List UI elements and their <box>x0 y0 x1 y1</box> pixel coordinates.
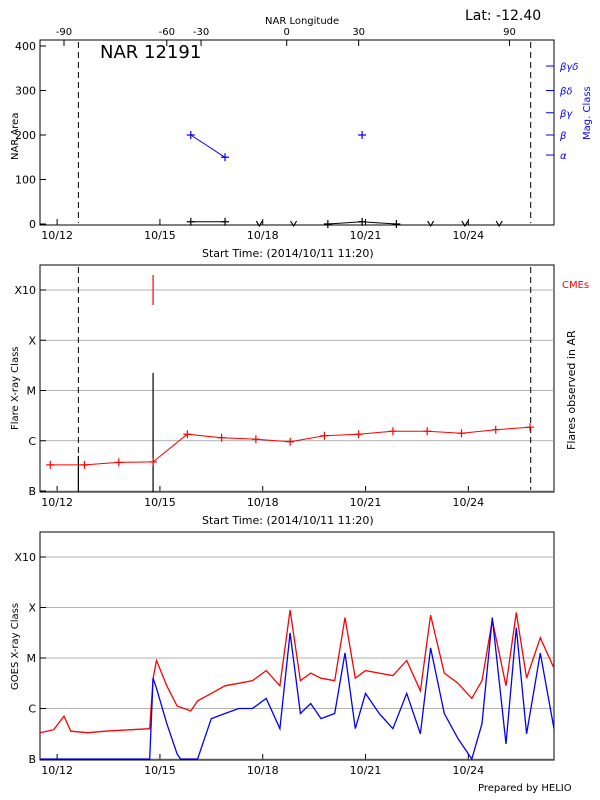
data-point-background <box>286 437 295 446</box>
y-tick-label: 0 <box>29 218 36 231</box>
panel2-x-axis-label: Start Time: (2014/10/11 11:20) <box>202 514 374 527</box>
y-tick-label: C <box>28 703 36 716</box>
y-tick-label: B <box>28 485 36 498</box>
x-tick-label: 10/18 <box>247 496 279 509</box>
series-line-mag <box>190 134 226 158</box>
y-tick-label: X10 <box>14 551 36 564</box>
panel2-y-axis-label: Flare X-ray Class <box>10 347 21 431</box>
top-x-tick-label: -60 <box>159 27 175 38</box>
data-point-background <box>183 430 192 439</box>
x-tick-label: 10/24 <box>452 496 484 509</box>
top-x-tick-label: 90 <box>503 27 516 38</box>
top-x-tick-label: -90 <box>56 27 72 38</box>
data-point-background <box>149 457 158 466</box>
series-line-short-channel <box>40 617 555 761</box>
panel1-right-y-axis-label: Mag. Class <box>582 86 593 140</box>
data-point-area-zero <box>461 220 469 228</box>
data-point-background <box>251 435 260 444</box>
y-tick-label: M <box>27 385 37 398</box>
x-tick-label: 10/24 <box>452 229 484 242</box>
data-point-background <box>217 433 226 442</box>
right-y-tick-label: βδ <box>559 87 573 98</box>
panel3-frame <box>39 531 555 761</box>
x-tick-label: 10/12 <box>41 229 73 242</box>
x-tick-label: 10/18 <box>247 764 279 777</box>
data-point-area <box>221 217 230 226</box>
y-tick-label: 400 <box>15 40 36 53</box>
data-point-mag <box>186 131 195 139</box>
x-tick-label: 10/24 <box>452 764 484 777</box>
y-tick-label: 300 <box>15 85 36 98</box>
data-point-mag2 <box>358 131 367 139</box>
y-tick-label: 200 <box>15 129 36 142</box>
x-tick-label: 10/12 <box>41 496 73 509</box>
flare-panel: Start Time: (2014/10/11 11:20) Flare X-r… <box>10 264 589 527</box>
x-tick-label: 10/15 <box>144 764 176 777</box>
x-tick-label: 10/12 <box>41 764 73 777</box>
data-point-background <box>491 425 500 434</box>
data-point-area-zero <box>427 220 435 228</box>
nar-area-panel: NAR 12191 Lat: -12.40 NAR Longitude Star… <box>10 8 593 260</box>
y-tick-label: X10 <box>14 284 36 297</box>
y-tick-label: X <box>28 334 36 347</box>
data-point-area-zero <box>290 220 298 228</box>
data-point-area2 <box>358 217 367 226</box>
x-tick-label: 10/18 <box>247 229 279 242</box>
goes-panel: GOES X-ray Class 10/12 10/15 10/18 10/21 10/… <box>10 531 555 777</box>
panel1-x-axis-label: Start Time: (2014/10/11 11:20) <box>202 247 374 260</box>
right-y-tick-label: βγδ <box>559 62 578 73</box>
right-y-tick-label: α <box>560 151 567 162</box>
y-tick-label: M <box>27 652 37 665</box>
cme-tag: CMEs <box>562 280 589 291</box>
credit-label: Prepared by HELIO <box>478 783 572 794</box>
x-tick-label: 10/15 <box>144 229 176 242</box>
data-point-background <box>526 423 535 432</box>
data-point-area2 <box>323 220 332 228</box>
panel1-y-axis-label: NAR Area <box>10 113 21 160</box>
x-tick-label: 10/21 <box>350 229 382 242</box>
data-point-background <box>388 427 397 436</box>
data-point-area <box>186 217 195 226</box>
data-point-area2 <box>392 220 401 228</box>
x-tick-label: 10/21 <box>350 496 382 509</box>
x-tick-label: 10/15 <box>144 496 176 509</box>
data-point-background <box>423 427 432 436</box>
panel2-right-y-axis-label: Flares observed in AR <box>565 330 578 450</box>
y-tick-label: X <box>28 602 36 615</box>
y-tick-label: 100 <box>15 174 36 187</box>
panel1-frame <box>39 39 555 226</box>
top-x-tick-label: 0 <box>284 27 290 38</box>
series-line-long-channel <box>39 609 555 734</box>
data-point-background <box>114 458 123 467</box>
panel3-y-axis-label: GOES X-ray Class <box>10 603 21 690</box>
right-y-tick-label: β <box>559 131 567 142</box>
x-tick-label: 10/21 <box>350 764 382 777</box>
panel2-frame <box>39 264 555 493</box>
top-x-tick-label: 30 <box>352 27 365 38</box>
data-point-mag <box>221 153 230 162</box>
data-point-background <box>80 460 89 469</box>
top-x-axis-label: NAR Longitude <box>265 16 339 27</box>
y-tick-label: B <box>28 753 36 766</box>
data-point-background <box>320 431 329 440</box>
data-point-background <box>457 429 466 438</box>
data-point-area-zero <box>495 220 503 228</box>
data-point-area-zero <box>255 220 263 228</box>
right-y-tick-label: βγ <box>559 109 573 120</box>
panel1-title: NAR 12191 <box>100 42 201 63</box>
top-x-tick-label: -30 <box>193 27 209 38</box>
y-tick-label: C <box>28 435 36 448</box>
data-point-background <box>354 430 363 439</box>
data-point-background <box>46 460 55 469</box>
lat-label: Lat: -12.40 <box>465 8 541 24</box>
